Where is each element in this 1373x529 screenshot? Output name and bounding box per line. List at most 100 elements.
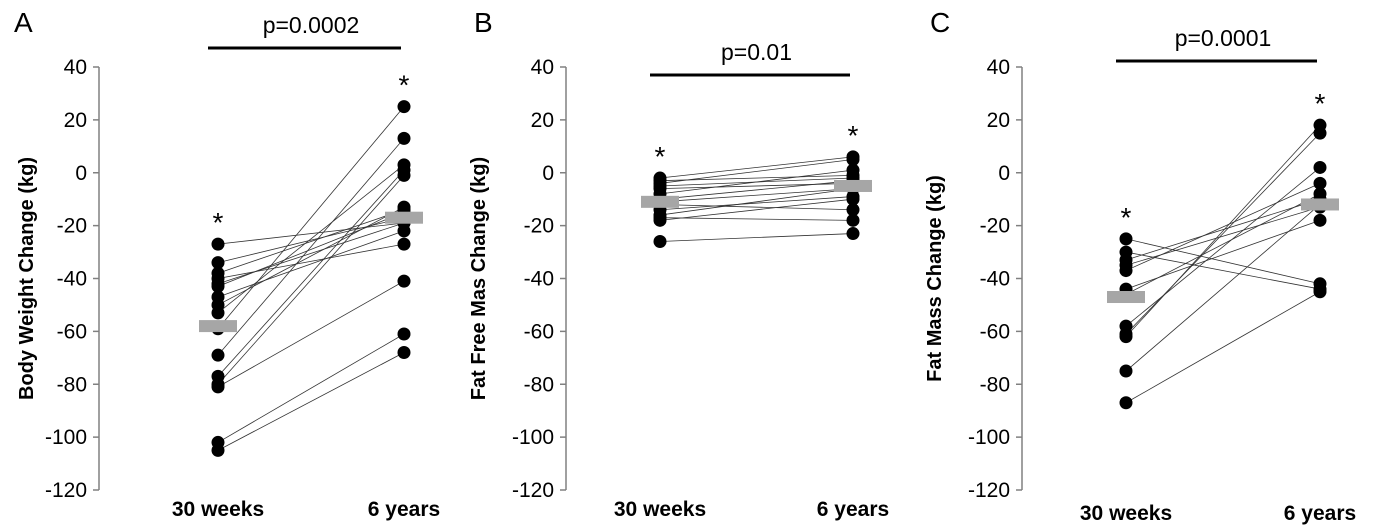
data-point-30-weeks [211,279,225,293]
data-point-30-weeks [1119,232,1133,246]
subject-line [217,352,405,451]
subject-line [1125,193,1321,295]
data-point-6-years [1313,176,1327,190]
data-point-6-years [397,327,411,341]
subject-line [1125,251,1321,290]
mean-bar [385,211,423,224]
data-point-6-years [1313,187,1327,201]
data-point-30-weeks [211,443,225,457]
subject-line [1125,167,1321,327]
data-point-30-weeks [211,380,225,394]
subject-line [217,106,405,329]
subject-line [659,169,854,195]
subject-line [659,217,854,221]
y-tick-label: 40 [531,56,554,79]
data-point-6-years [1313,118,1327,132]
data-point-6-years [1313,285,1327,299]
subject-line [217,333,405,443]
data-point-6-years [846,203,860,217]
y-tick-label: -80 [980,373,1010,396]
data-point-6-years [846,227,860,241]
y-tick-label: -80 [524,373,554,396]
data-point-30-weeks [211,237,225,251]
y-tick-label: 20 [987,109,1010,132]
y-tick-label: 20 [64,109,87,132]
subject-line [217,280,405,388]
subject-line [217,175,405,385]
subject-line [1125,204,1321,372]
data-point-30-weeks [211,306,225,320]
y-tick-label: -80 [57,373,87,396]
panel-letter: B [474,7,493,38]
data-point-6-years [846,153,860,167]
subject-line [1125,132,1321,335]
data-point-30-weeks [211,348,225,362]
y-tick-label: 20 [531,109,554,132]
panel-letter: C [930,7,950,38]
data-point-6-years [397,100,411,114]
subject-line [659,159,854,184]
subject-line [217,243,405,279]
subject-line [659,204,854,211]
y-tick-label: -120 [968,479,1010,502]
data-point-6-years [397,168,411,182]
significance-star: * [1315,88,1326,119]
mean-bar [641,195,679,208]
significance-star: * [655,141,666,172]
subject-line [1125,238,1321,285]
subject-line [217,164,405,314]
subject-line [659,188,854,216]
data-point-30-weeks [653,234,667,248]
data-point-30-weeks [1119,330,1133,344]
data-point-6-years [397,131,411,145]
y-tick-label: -40 [57,268,87,291]
y-tick-label: -60 [524,320,554,343]
panel-a: A 40 20 0 -20 -40 -60 -80 -100 -120 Body Weight Ch… [14,7,440,521]
data-point-6-years [1313,160,1327,174]
y-tick-label: 40 [987,56,1010,79]
y-tick-label: -100 [968,426,1010,449]
subject-line [1125,291,1321,404]
data-point-6-years [1313,213,1327,227]
mean-bar [834,179,872,192]
subject-line [659,182,854,190]
subject-line [217,222,405,245]
y-tick-label: -120 [512,479,554,502]
data-point-6-years [846,213,860,227]
x-category-label: 30 weeks [614,498,706,521]
y-tick-label: 40 [64,56,87,79]
x-category-label: 6 years [817,498,889,521]
mean-bar [199,320,237,333]
x-category-label: 6 years [1284,502,1356,525]
data-point-6-years [846,192,860,206]
data-point-30-weeks [653,213,667,227]
data-point-6-years [397,274,411,288]
y-tick-label: -20 [524,215,554,238]
subject-line [659,180,854,200]
y-tick-label: -40 [980,268,1010,291]
data-point-6-years [397,237,411,251]
x-category-label: 30 weeks [172,498,264,521]
data-point-6-years [846,163,860,177]
subject-line [217,212,405,287]
significance-star: * [1121,202,1132,233]
p-value-label: p=0.0001 [1175,25,1272,51]
subject-line [1125,206,1321,266]
subject-line [659,156,854,179]
y-tick-label: -60 [57,320,87,343]
subject-line [217,230,405,298]
subject-line [659,188,854,203]
subject-line [659,198,854,221]
significance-star: * [399,70,410,101]
data-point-30-weeks [1119,364,1133,378]
data-point-6-years [397,346,411,360]
subject-line [659,196,854,211]
y-tick-label: 0 [75,162,87,185]
data-point-30-weeks [1119,264,1133,278]
data-point-6-years [397,224,411,238]
panel-letter: A [14,7,33,38]
subject-line [217,169,405,377]
panel-c: C 40 20 0 -20 -40 -60 -80 -100 -120 Fat Mass Chang… [924,7,1356,525]
y-tick-label: 0 [542,162,554,185]
